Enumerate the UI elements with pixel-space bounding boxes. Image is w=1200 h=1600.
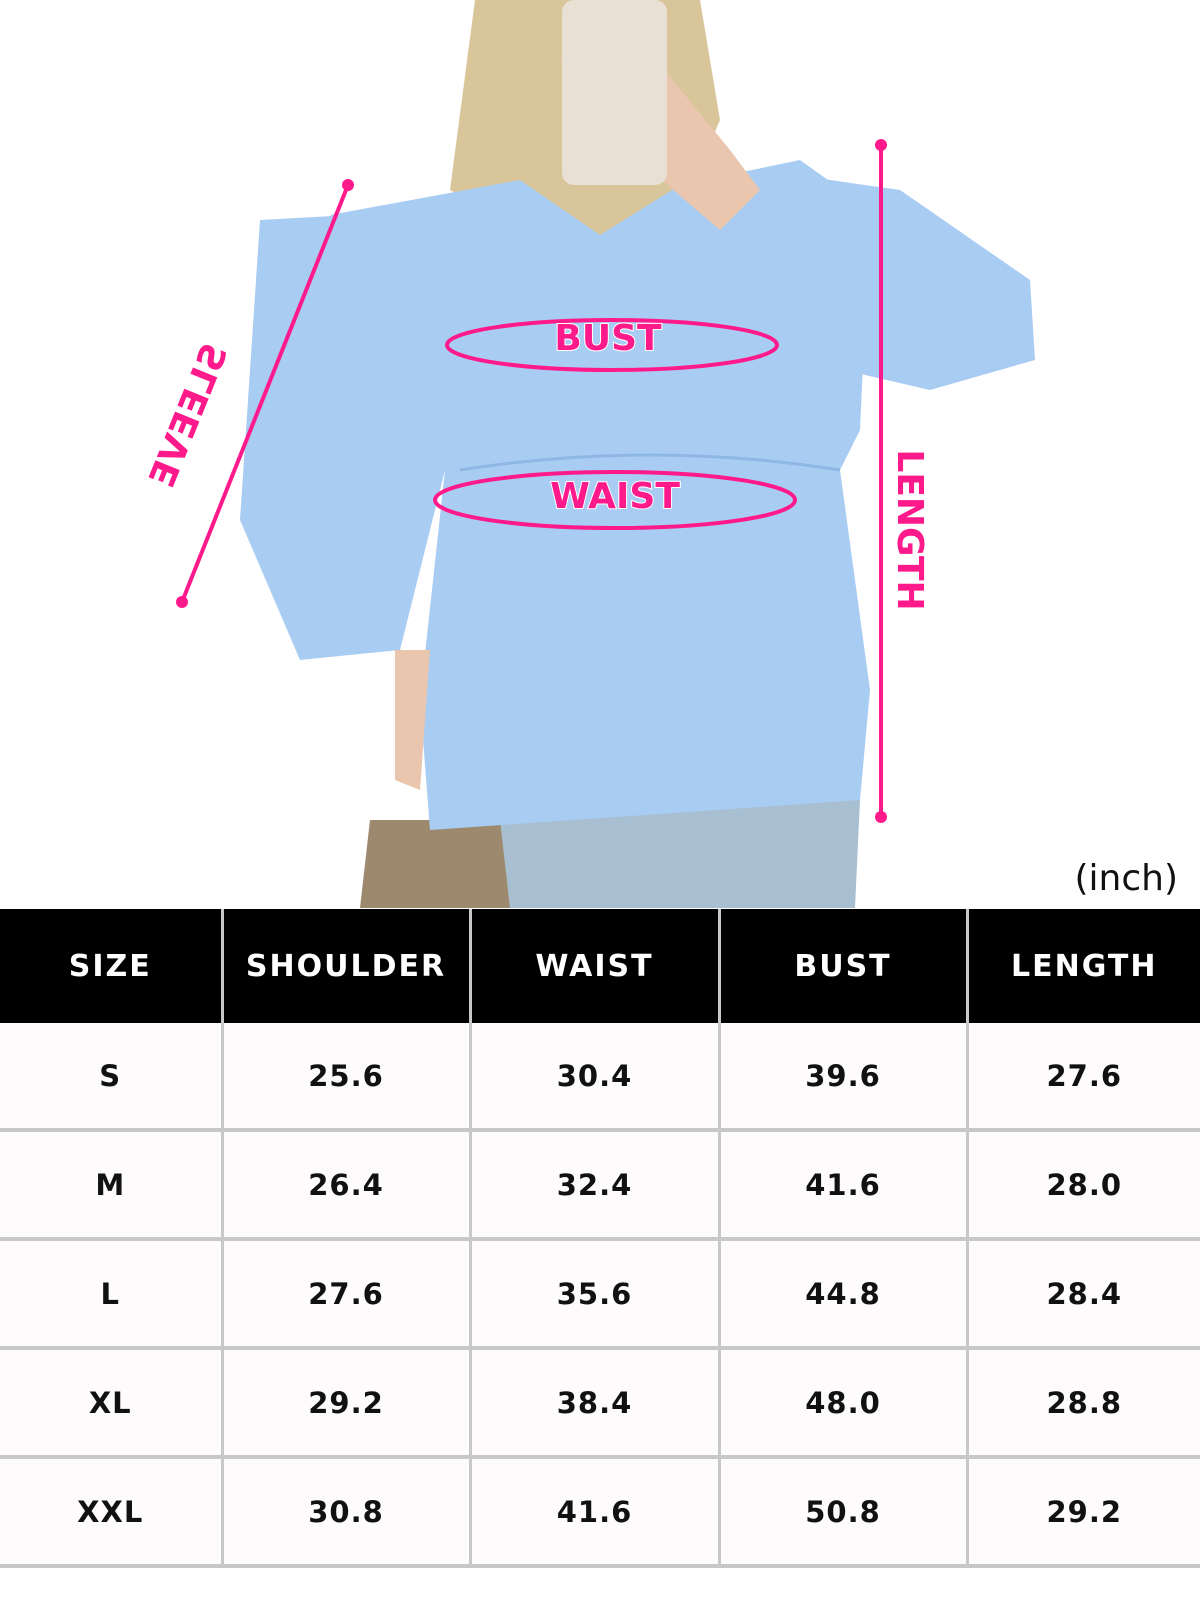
measurement-cell: 41.6: [468, 1457, 719, 1568]
size-cell: XXL: [0, 1457, 222, 1568]
size-cell: S: [0, 1023, 222, 1132]
measurement-cell: 48.0: [717, 1348, 967, 1459]
bust-label: BUST: [554, 318, 662, 359]
table-row: M 26.4 32.4 41.6 28.0: [0, 1130, 1200, 1241]
phone: [562, 0, 667, 185]
size-cell: L: [0, 1239, 222, 1350]
header-bust: BUST: [717, 909, 967, 1023]
table-row: XXL 30.8 41.6 50.8 29.2: [0, 1457, 1200, 1568]
length-label: LENGTH: [889, 449, 930, 610]
header-shoulder: SHOULDER: [220, 909, 470, 1023]
measurement-cell: 44.8: [717, 1239, 967, 1350]
measurement-cell: 27.6: [965, 1023, 1200, 1132]
handbag: [360, 820, 510, 908]
waist-measure-ring: [433, 470, 797, 530]
sleeve-label: SLEEVE: [142, 338, 236, 493]
measurement-cell: 39.6: [717, 1023, 967, 1132]
table-header-row: SIZE SHOULDER WAIST BUST LENGTH: [0, 909, 1200, 1023]
size-chart-table: SIZE SHOULDER WAIST BUST LENGTH S 25.6 30.…: [0, 909, 1200, 1568]
measurement-cell: 28.8: [965, 1348, 1200, 1459]
measurement-cell: 25.6: [220, 1023, 470, 1132]
measurement-cell: 32.4: [468, 1130, 719, 1241]
size-cell: M: [0, 1130, 222, 1241]
waist-label: WAIST: [550, 476, 680, 517]
header-length: LENGTH: [965, 909, 1200, 1023]
measurement-cell: 28.0: [965, 1130, 1200, 1241]
jeans: [470, 800, 860, 908]
header-size: SIZE: [0, 909, 222, 1023]
measurement-cell: 35.6: [468, 1239, 719, 1350]
table-row: S 25.6 30.4 39.6 27.6: [0, 1023, 1200, 1132]
table-row: XL 29.2 38.4 48.0 28.8: [0, 1348, 1200, 1459]
product-photo: SLEEVE LENGTH BUST WAIST: [142, 0, 1035, 908]
bust-measure-ring: [445, 318, 779, 372]
measurement-cell: 41.6: [717, 1130, 967, 1241]
size-cell: XL: [0, 1348, 222, 1459]
measurement-cell: 29.2: [965, 1457, 1200, 1568]
measurement-cell: 26.4: [220, 1130, 470, 1241]
header-waist: WAIST: [468, 909, 719, 1023]
measurement-cell: 27.6: [220, 1239, 470, 1350]
measurement-cell: 29.2: [220, 1348, 470, 1459]
measurement-cell: 30.8: [220, 1457, 470, 1568]
measurement-cell: 28.4: [965, 1239, 1200, 1350]
measurement-cell: 38.4: [468, 1348, 719, 1459]
sleeve-measure-line: [180, 184, 350, 603]
measurement-cell: 50.8: [717, 1457, 967, 1568]
unit-label: (inch): [1074, 858, 1178, 899]
measurement-cell: 30.4: [468, 1023, 719, 1132]
table-row: L 27.6 35.6 44.8 28.4: [0, 1239, 1200, 1350]
